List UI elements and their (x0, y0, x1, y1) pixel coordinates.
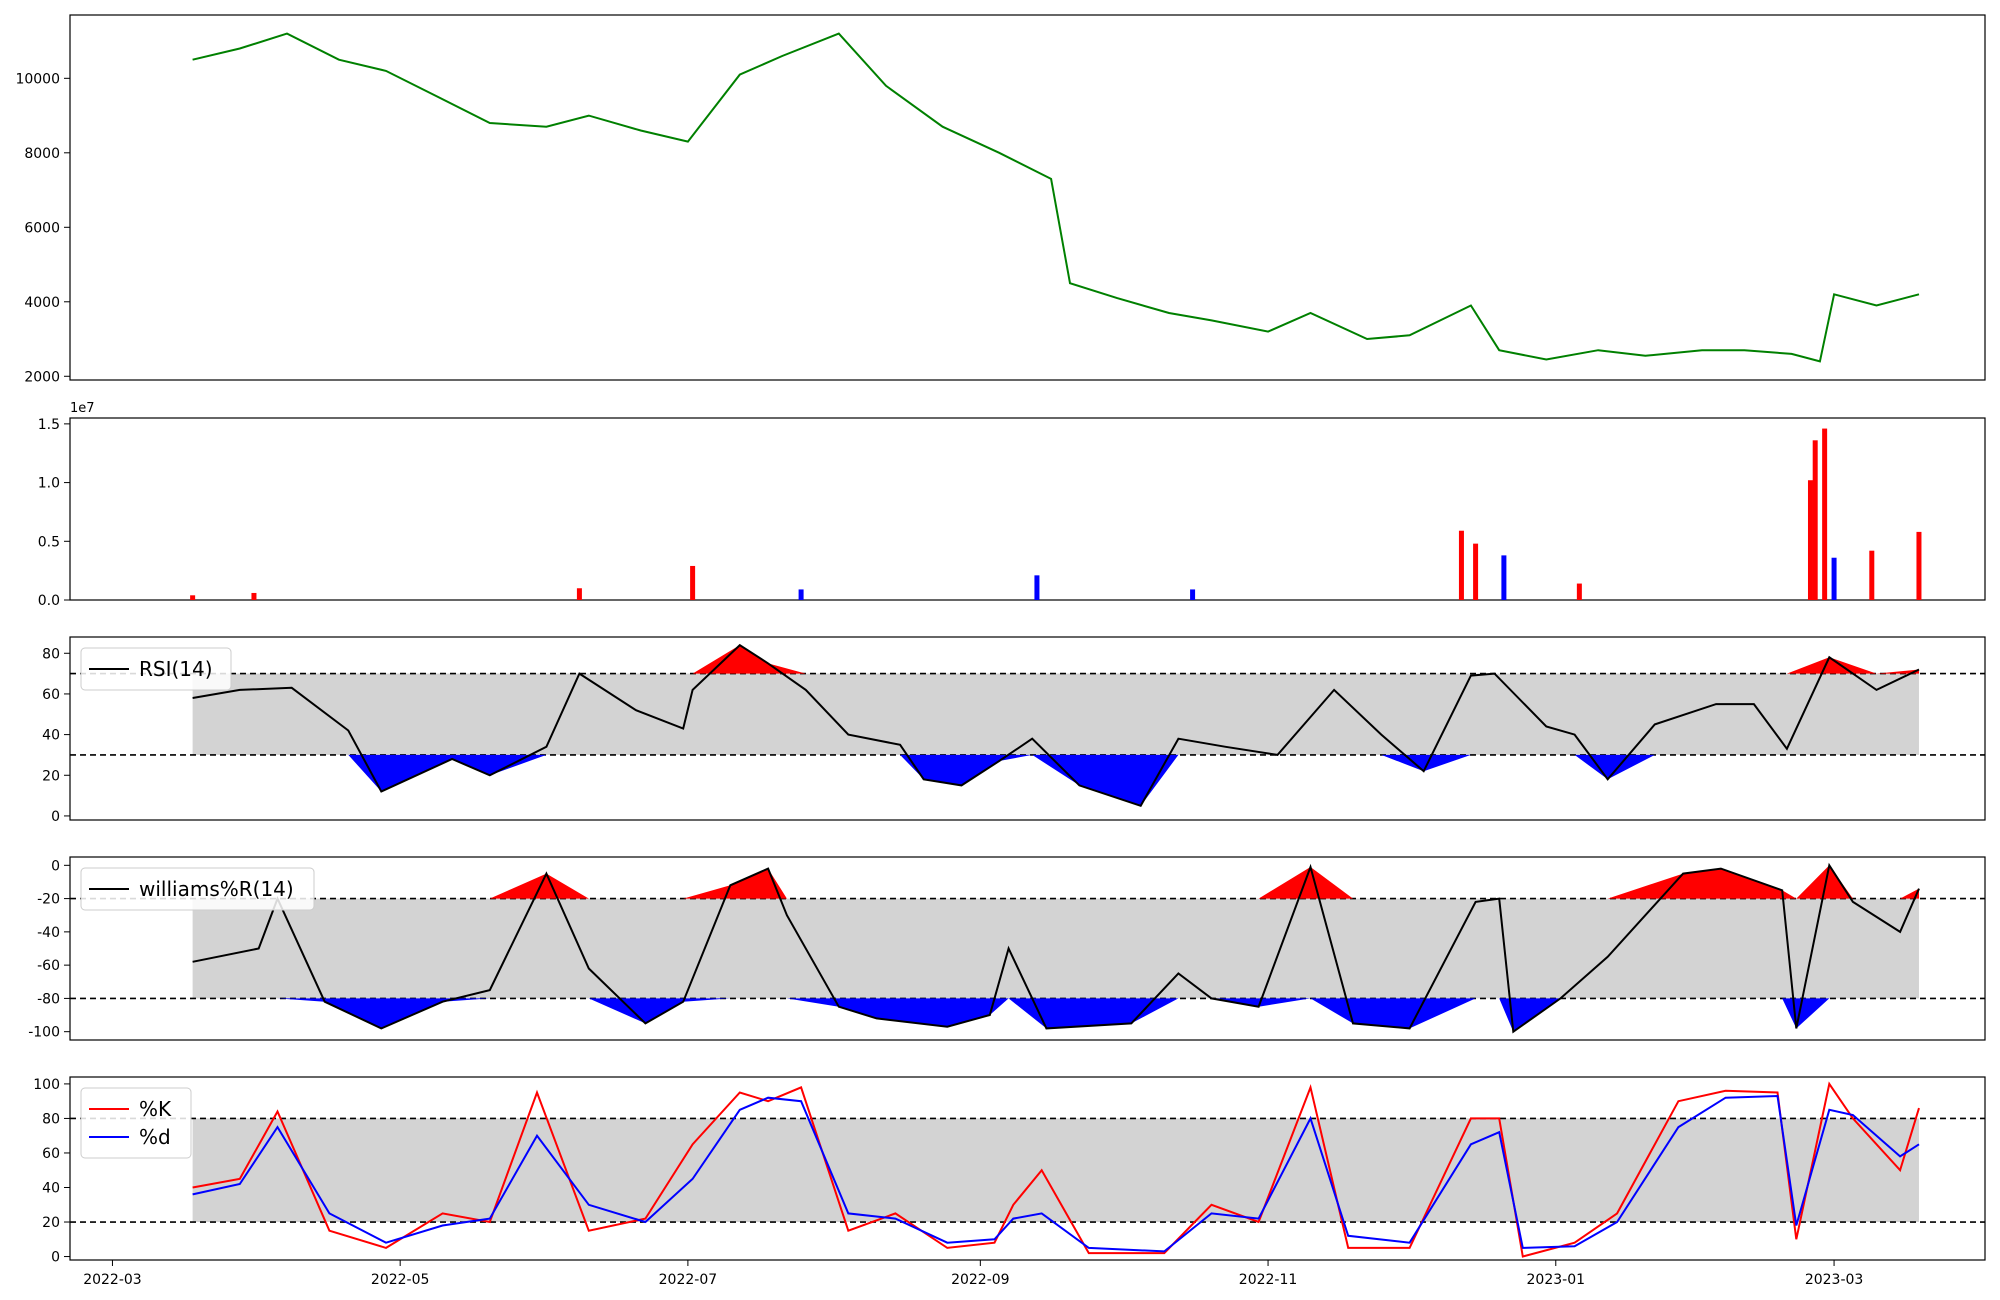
y-tick-label: 1.0 (38, 476, 60, 492)
y-tick-label: 60 (42, 687, 60, 703)
volume-bar (1473, 543, 1479, 600)
volume-bar (190, 595, 196, 600)
legend-box (80, 1087, 192, 1159)
overbought-fill (192, 645, 1920, 674)
y-tick-label: 6000 (24, 220, 60, 236)
rsi-panel: 0 20 40 60 80 RSI(14) (42, 636, 1986, 825)
x-tick-label: 2022-09 (951, 1272, 1010, 1288)
volume-panel: 0.0 0.5 1.0 1.5 1e7 (38, 401, 1986, 609)
x-tick-label: 2022-03 (83, 1272, 142, 1288)
offset-label: 1e7 (70, 401, 95, 416)
x-tick-label: 2023-03 (1805, 1272, 1864, 1288)
x-tick-label: 2022-07 (659, 1272, 718, 1288)
neutral-band (192, 673, 1919, 755)
volume-bar (1869, 550, 1875, 600)
k-line (192, 1081, 1920, 1258)
oversold-fill (192, 998, 1920, 1032)
y-tick-label: -100 (28, 1025, 60, 1041)
y-tick-label: 20 (42, 1215, 60, 1231)
y-tick-label: -20 (37, 892, 60, 908)
williams-line (192, 862, 1920, 1034)
volume-bar (1822, 428, 1828, 600)
legend-box (80, 647, 232, 691)
neutral-band (192, 898, 1919, 999)
rsi-line (192, 643, 1920, 808)
legend-label: %K (139, 1097, 172, 1121)
legend-box (80, 867, 315, 911)
volume-bar (1831, 557, 1837, 600)
y-tick-label: 0.5 (38, 534, 60, 550)
stochastic-panel: 0 20 40 60 80 100 %K %d 2022-03 2022-05 2022-07 202… (33, 1076, 1986, 1288)
legend-label: williams%R(14) (139, 877, 294, 901)
y-tick-label: 80 (42, 646, 60, 662)
y-tick-label: 0 (51, 858, 60, 874)
x-tick-label: 2023-01 (1527, 1272, 1586, 1288)
price-line (192, 32, 1920, 363)
neutral-band (192, 1118, 1919, 1223)
axes-frame (69, 856, 1986, 1041)
axes-frame (69, 417, 1986, 601)
volume-bar (690, 565, 696, 600)
axes-frame (69, 636, 1986, 821)
volume-bar (1807, 480, 1813, 600)
volume-bar (1916, 531, 1922, 600)
y-tick-label: 0.0 (38, 593, 60, 609)
volume-bar (1034, 575, 1040, 600)
volume-bar (1576, 583, 1582, 600)
y-tick-label: 8000 (24, 146, 60, 162)
williams-panel: -100 -80 -60 -40 -20 0 williams%R(14) (28, 856, 1986, 1041)
y-tick-label: 40 (42, 1180, 60, 1196)
volume-bar (251, 592, 257, 600)
x-tick-label: 2022-11 (1239, 1272, 1298, 1288)
overbought-fill (192, 865, 1920, 899)
d-line (192, 1094, 1920, 1253)
y-tick-label: 1.5 (38, 417, 60, 433)
axes-frame (69, 1076, 1986, 1261)
volume-bar (798, 589, 804, 600)
legend-label: RSI(14) (139, 657, 213, 681)
x-tick-label: 2022-05 (371, 1272, 430, 1288)
y-tick-label: 10000 (15, 71, 60, 87)
y-tick-label: 0 (51, 1250, 60, 1266)
volume-bar (1458, 530, 1464, 600)
y-tick-label: -60 (37, 958, 60, 974)
y-tick-label: 100 (33, 1077, 60, 1093)
y-tick-label: 4000 (24, 295, 60, 311)
volume-bar (1812, 440, 1818, 600)
y-tick-label: 0 (51, 809, 60, 825)
volume-bar (1501, 555, 1507, 600)
legend-label: %d (139, 1125, 171, 1149)
price-panel: 2000 4000 6000 8000 10000 (15, 14, 1986, 385)
volume-bar (576, 588, 582, 600)
y-tick-label: -80 (37, 991, 60, 1007)
y-tick-label: 40 (42, 728, 60, 744)
y-tick-label: 20 (42, 768, 60, 784)
y-tick-label: -40 (37, 925, 60, 941)
y-tick-label: 60 (42, 1146, 60, 1162)
axes-frame (69, 14, 1986, 381)
y-tick-label: 80 (42, 1111, 60, 1127)
volume-bar (1190, 589, 1196, 600)
y-tick-label: 2000 (24, 369, 60, 385)
